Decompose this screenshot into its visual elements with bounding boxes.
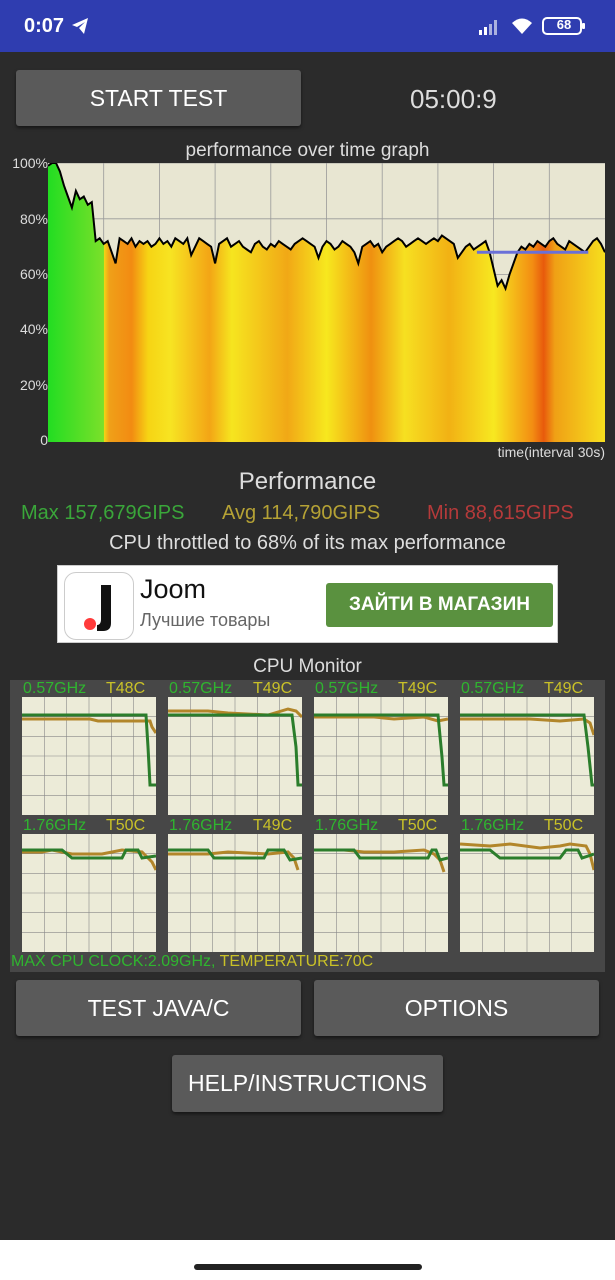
battery-level: 68 xyxy=(556,17,572,32)
max-cpu-clock: MAX CPU CLOCK:2.09GHz, xyxy=(11,953,216,970)
y-tick-40: 40% xyxy=(19,321,48,337)
joom-logo xyxy=(64,572,134,640)
core-1-freq: 0.57GHz xyxy=(169,680,233,697)
status-time: 0:07 xyxy=(24,15,65,37)
y-tick-80: 80% xyxy=(19,211,48,227)
battery-icon xyxy=(542,17,585,35)
options-button[interactable]: OPTIONS xyxy=(314,980,599,1036)
home-indicator[interactable] xyxy=(194,1264,422,1270)
core-6-freq: 1.76GHz xyxy=(315,817,379,834)
graph-title: performance over time graph xyxy=(185,140,430,161)
core-6-graph xyxy=(314,834,448,952)
core-4-graph xyxy=(22,834,156,952)
start-test-button[interactable]: START TEST xyxy=(16,70,301,126)
core-1-graph xyxy=(168,697,302,815)
core-2-graph xyxy=(314,697,448,815)
max-performance: Max 157,679GIPS xyxy=(21,502,185,524)
performance-line xyxy=(48,163,605,292)
core-7-graph xyxy=(460,834,594,952)
performance-area xyxy=(48,163,605,442)
help-instructions-button[interactable]: HELP/INSTRUCTIONS xyxy=(172,1055,443,1112)
performance-graph xyxy=(48,163,605,442)
core-0-temp: T48C xyxy=(106,680,146,697)
y-tick-100: 100% xyxy=(12,155,48,171)
ad-shop-button[interactable]: ЗАЙТИ В МАГАЗИН xyxy=(326,583,553,627)
throttle-text: CPU throttled to 68% of its max performa… xyxy=(109,532,506,554)
status-bar: 0:07 68 xyxy=(0,0,615,52)
core-3-freq: 0.57GHz xyxy=(461,680,525,697)
core-1-temp: T49C xyxy=(253,680,293,697)
signal-icon xyxy=(479,20,497,35)
core-5-graph xyxy=(168,834,302,952)
y-tick-0: 0 xyxy=(40,432,48,448)
wifi-icon xyxy=(512,18,532,34)
ad-title: Joom xyxy=(140,574,207,604)
core-7-freq: 1.76GHz xyxy=(461,817,525,834)
avg-performance: Avg 114,790GIPS xyxy=(222,502,381,524)
navigation-bar xyxy=(0,1240,615,1280)
test-java-c-button[interactable]: TEST JAVA/C xyxy=(16,980,301,1036)
test-timer: 05:00:9 xyxy=(410,84,497,114)
core-3-temp: T49C xyxy=(544,680,584,697)
joom-logo-icon xyxy=(84,585,111,631)
performance-title: Performance xyxy=(238,468,377,495)
x-axis-label: time(interval 30s) xyxy=(497,444,605,460)
core-5-temp: T49C xyxy=(253,817,293,834)
core-3-graph xyxy=(460,697,594,815)
cpu-monitor-title: CPU Monitor xyxy=(253,656,362,677)
core-2-freq: 0.57GHz xyxy=(315,680,379,697)
y-tick-60: 60% xyxy=(19,266,48,282)
y-tick-20: 20% xyxy=(19,377,48,393)
core-5-freq: 1.76GHz xyxy=(169,817,233,834)
telegram-icon xyxy=(72,18,88,34)
min-performance: Min 88,615GIPS xyxy=(427,502,574,524)
ad-banner[interactable]: Joom Лучшие товары ЗАЙТИ В МАГАЗИН xyxy=(57,565,558,643)
core-4-temp: T50C xyxy=(106,817,146,834)
core-7-temp: T50C xyxy=(544,817,584,834)
max-temperature: TEMPERATURE:70C xyxy=(215,953,374,970)
max-cpu-info: MAX CPU CLOCK:2.09GHz, TEMPERATURE:70C xyxy=(11,953,373,971)
core-6-temp: T50C xyxy=(398,817,438,834)
core-0-freq: 0.57GHz xyxy=(23,680,87,697)
core-4-freq: 1.76GHz xyxy=(23,817,87,834)
core-0-graph xyxy=(22,697,156,815)
ad-subtitle: Лучшие товары xyxy=(140,610,271,630)
core-2-temp: T49C xyxy=(398,680,438,697)
